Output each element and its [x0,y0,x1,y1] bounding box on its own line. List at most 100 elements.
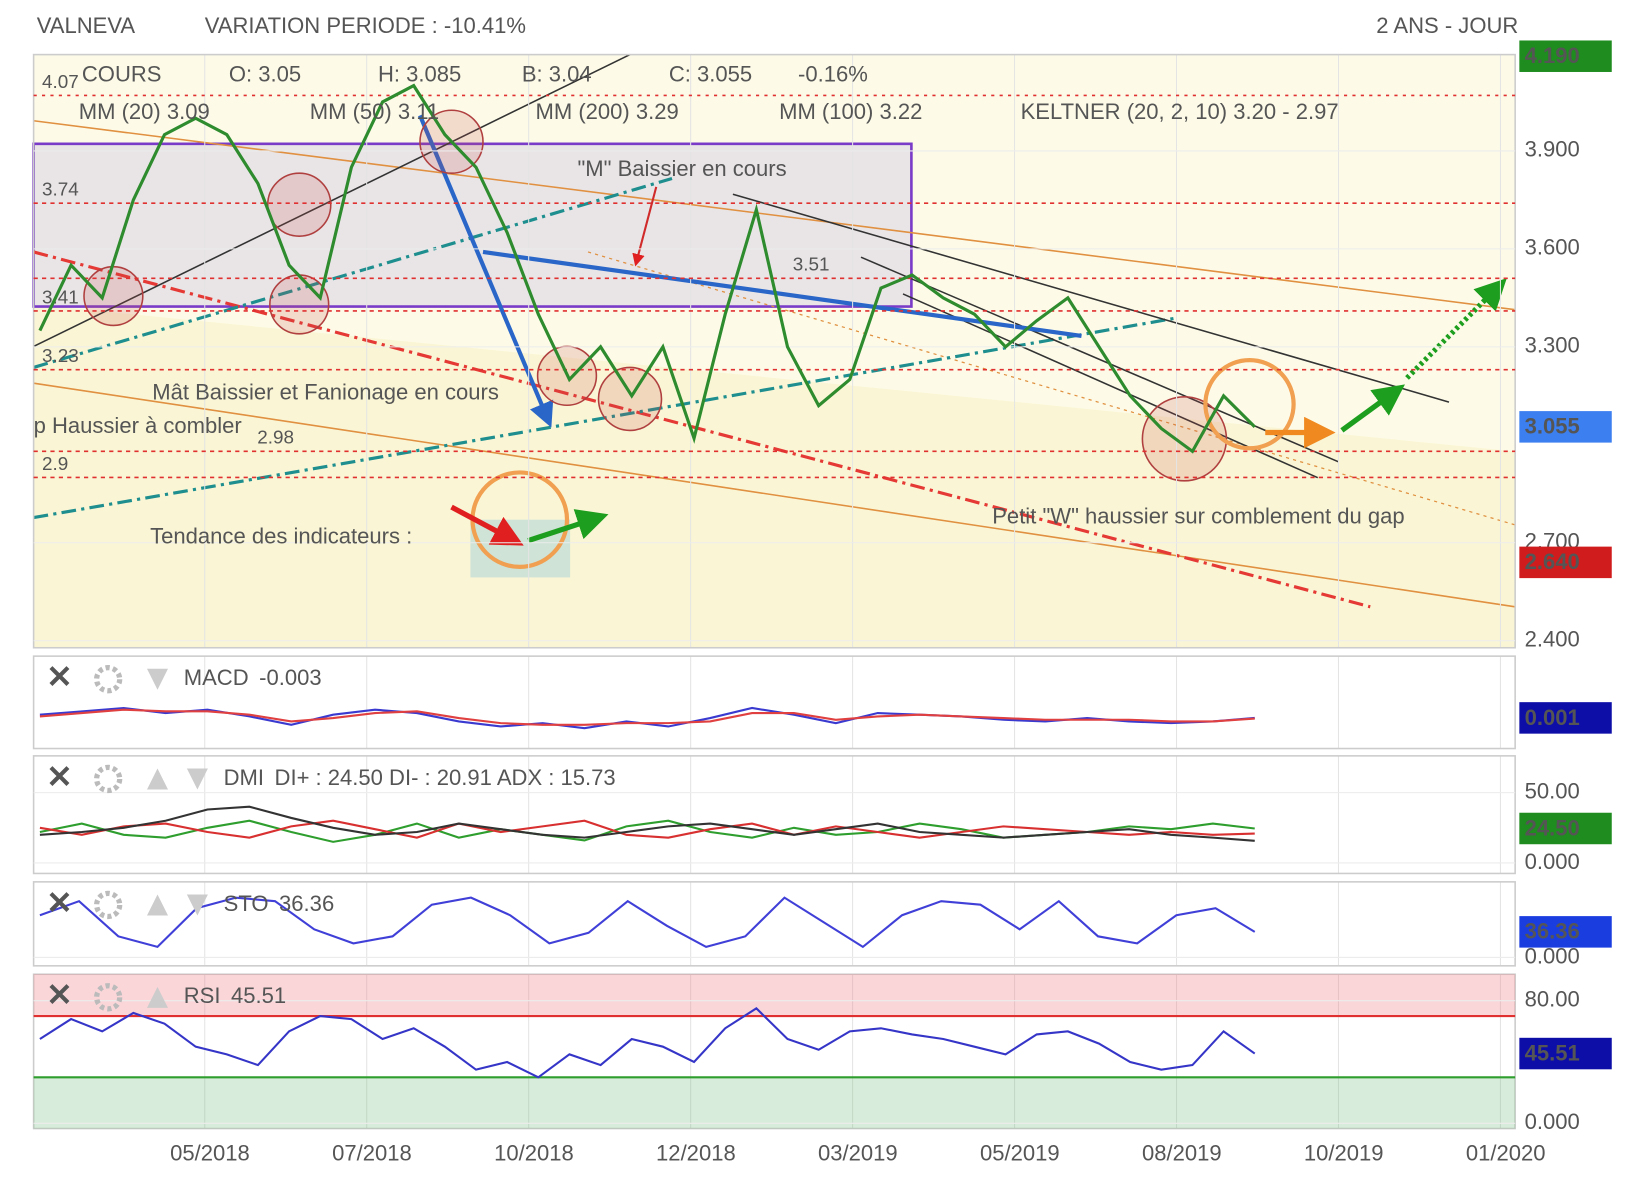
series-line [39,819,1255,839]
series-line [38,83,1256,454]
title: VALNEVA [37,13,136,38]
arrow [418,114,554,428]
value-flag-label: 45.51 [1525,1040,1580,1065]
legend-item: MM (20) 3.09 [79,99,210,124]
x-tick-label: 05/2018 [170,1141,250,1166]
circle [1141,396,1228,482]
annotation: p Haussier à combler [34,413,242,438]
legend-item: H: 3.085 [378,61,461,86]
x-tick-label: 10/2019 [1304,1141,1384,1166]
x-tick-label: 03/2019 [818,1141,898,1166]
value-flag [1519,40,1612,72]
value-flag-label: 0.001 [1525,705,1580,730]
y-tick-label: 2.400 [1525,627,1580,652]
level-label: 4.07 [42,72,79,93]
x-tick-label: 01/2020 [1466,1141,1546,1166]
circle [269,274,330,335]
trend-line [33,119,1516,311]
arrow [1340,384,1405,433]
value-flag-label: 24.50 [1525,815,1580,840]
trend-line [33,176,673,369]
arrow-icon [147,894,168,916]
value-flag [1519,546,1612,579]
annotation: Petit "W" haussier sur comblement du gap [992,503,1404,528]
panel-frame [32,881,1516,967]
circle [266,172,332,237]
indicator-label: DMI [224,765,264,790]
x-tick-label: 07/2018 [332,1141,412,1166]
value-flag [1519,812,1612,845]
legend-item: MM (100) 3.22 [779,99,922,124]
legend-item: MM (200) 3.29 [536,99,679,124]
level-label: 3.51 [793,255,830,276]
value-flag [1519,702,1612,734]
series-line [39,1007,1256,1079]
level-label: 2.9 [42,454,68,475]
gear-icon [93,764,123,794]
annotation: Mât Baissier et Fanionage en cours [152,380,499,405]
box [32,142,913,308]
legend-item: KELTNER (20, 2, 10) 3.20 - 2.97 [1021,99,1339,124]
value-flag-label: 2.640 [1525,549,1580,574]
series-line [39,896,1256,949]
legend-item: -0.16% [798,61,868,86]
y-tick-label: 0.000 [1525,1109,1580,1134]
y-tick-label: 3.600 [1525,235,1580,260]
trend-line [33,382,1516,608]
y-tick-label: 0.000 [1525,849,1580,874]
drawings [32,53,1516,648]
indicator-value: DI+ : 24.50 DI- : 20.91 ADX : 15.73 [275,765,616,790]
overbought-zone [33,974,1516,1017]
x-tick-label: 08/2019 [1142,1141,1222,1166]
indicator-value: -0.003 [259,665,321,690]
arrow-icon [147,668,168,690]
annotation: Tendance des indicateurs : [150,523,412,548]
variation: VARIATION PERIODE : -10.41% [205,13,526,38]
indicator-label: STO [224,891,269,916]
legend-item: B: 3.04 [522,61,592,86]
y-tick-label: 3.300 [1525,333,1580,358]
trend-line [860,256,1340,463]
value-flag [1519,1037,1612,1070]
trend-line [33,53,631,348]
annotation: "M" Baissier en cours [578,156,787,181]
indicator-label: MACD [184,665,249,690]
series-line [39,706,1255,730]
y-tick-label: 50.00 [1525,778,1580,803]
x-tick-label: 12/2018 [656,1141,736,1166]
level-label: 2.98 [257,428,294,449]
gear-icon [93,665,123,694]
y-tick-label: 80.00 [1525,987,1580,1012]
level-label: 3.74 [42,180,79,201]
indicator-value: 45.51 [231,983,286,1008]
arrow-icon [186,768,208,790]
arrow [1405,278,1507,380]
arrow [450,504,524,546]
arrow-icon [186,894,208,916]
value-flag [1519,916,1612,948]
gear-icon [93,983,123,1012]
circle [83,265,144,327]
indicator-label: RSI [184,983,221,1008]
value-flag-label: 4.190 [1525,43,1580,68]
value-flag-label: 36.36 [1525,919,1580,944]
level-label: 3.23 [42,346,79,367]
arrow [527,509,609,544]
indicator-value: 36.36 [279,891,334,916]
legend-item: O: 3.05 [229,61,301,86]
circle [597,366,663,432]
panel-frame [32,755,1516,875]
legend-item: C: 3.055 [669,61,752,86]
panel-frame [32,655,1516,750]
value-flag [1519,411,1612,443]
close-icon: ✕ [46,659,72,695]
x-tick-label: 10/2018 [494,1141,574,1166]
legend-item: MM (50) 3.11 [310,99,439,124]
circle [1203,357,1296,451]
series-line [39,805,1255,842]
level-label: 3.41 [42,287,79,308]
x-tick-label: 05/2019 [980,1141,1060,1166]
close-icon: ✕ [46,884,72,920]
period: 2 ANS - JOUR [1376,13,1518,38]
